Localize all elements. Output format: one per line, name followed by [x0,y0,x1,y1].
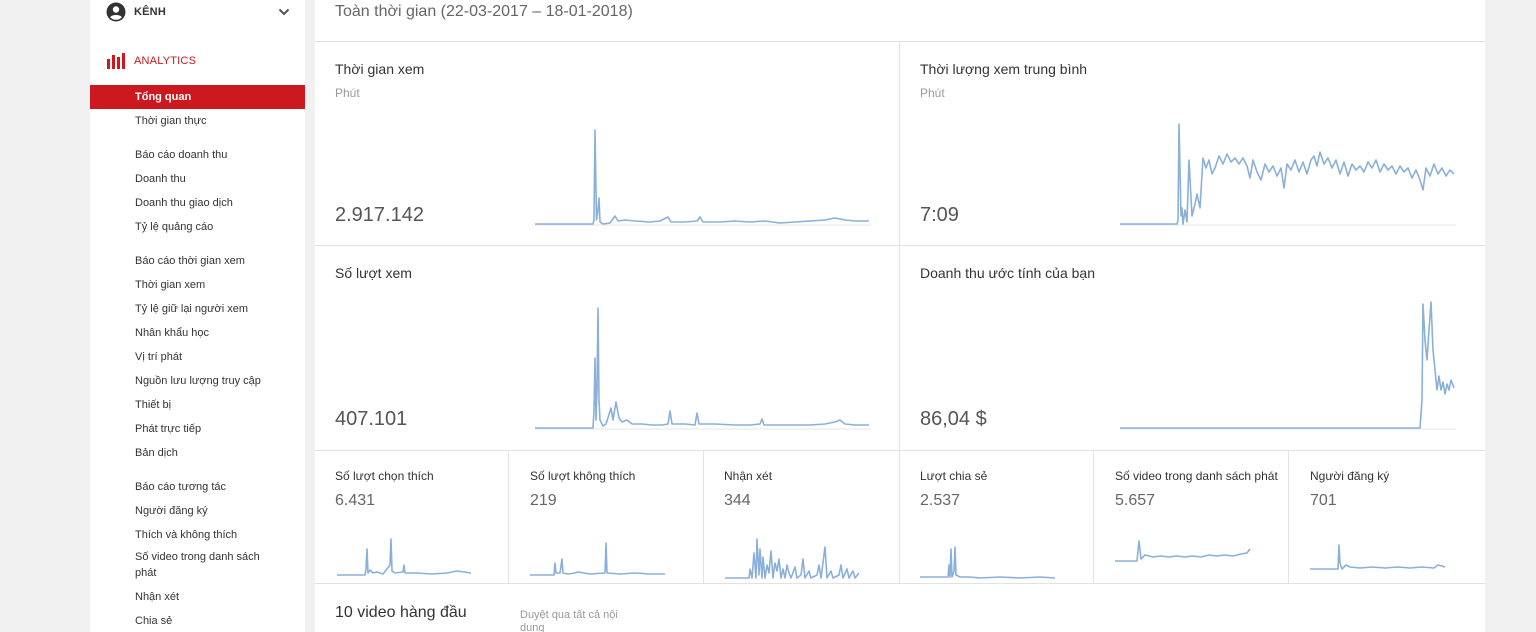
card-title: Thời gian xem [335,61,425,77]
subscribers-sparkline [1310,544,1446,570]
sidebar-item-ad-rates[interactable]: Tỷ lệ quảng cáo [135,221,214,233]
divider [508,450,509,583]
card-title: Người đăng ký [1310,469,1390,483]
card-title: Lượt chia sẻ [920,469,988,483]
divider [315,41,1485,42]
channel-menu[interactable]: KÊNH [90,0,305,24]
sidebar-item-realtime[interactable]: Thời gian thực [135,115,207,127]
card-value: 86,04 $ [920,408,987,430]
divider [315,583,1485,584]
card-value: 6.431 [335,492,376,509]
channel-label: KÊNH [134,6,166,18]
divider [315,245,1485,246]
shares-sparkline [920,546,1056,579]
sidebar-item-videos-in-playlists[interactable]: Số video trong danh sách phát [135,551,260,579]
card-title: Thời lượng xem trung bình [920,61,1088,77]
divider [703,450,704,583]
sidebar: KÊNH ANALYTICS Tổng quan Thời gian thực … [90,0,305,632]
card-value: 407.101 [335,408,408,430]
sidebar-item-revenue[interactable]: Doanh thu [135,173,186,185]
card-title: Số lượt chọn thích [335,469,434,483]
estimated-revenue-sparkline [1120,301,1456,430]
divider [315,450,1485,451]
card-value: 2.537 [920,492,961,509]
sidebar-item-playback-locations[interactable]: Vị trí phát [135,351,183,363]
top-videos-title: 10 video hàng đầu [335,604,467,621]
sidebar-item-subscribers[interactable]: Người đăng ký [135,505,208,517]
card-title: Số lượt xem [335,265,412,281]
sidebar-item-overview[interactable]: Tổng quan [90,85,305,109]
account-circle-icon [106,2,126,22]
analytics-label: ANALYTICS [134,55,197,67]
sidebar-item-sharing[interactable]: Chia sẻ [135,615,173,627]
sidebar-item-engagement-reports[interactable]: Báo cáo tương tác [135,481,227,493]
analytics-menu[interactable]: ANALYTICS [90,49,305,73]
card-value: 219 [530,492,557,509]
date-range-title: Toàn thời gian (22-03-2017 – 18-01-2018) [335,3,633,20]
sidebar-item-demographics[interactable]: Nhân khẩu học [135,327,209,339]
dislikes-sparkline [530,542,665,576]
browse-all-content-link[interactable]: Duyệt qua tất cả nội dung [520,609,618,632]
comments-sparkline [725,538,860,579]
sidebar-item-live-streaming[interactable]: Phát trực tiếp [135,423,202,435]
card-title: Doanh thu ước tính của bạn [920,265,1095,281]
main-content: Toàn thời gian (22-03-2017 – 18-01-2018)… [315,0,1485,632]
sidebar-item-likes-dislikes[interactable]: Thích và không thích [135,529,238,541]
sidebar-item-transaction-revenue[interactable]: Doanh thu giao dịch [135,197,233,209]
views-sparkline [535,307,871,430]
card-unit: Phút [335,86,360,100]
sidebar-item-audience-retention[interactable]: Tỷ lệ giữ lại người xem [135,303,249,315]
card-title: Số video trong danh sách phát [1115,469,1278,483]
likes-sparkline [337,538,472,576]
card-title: Số lượt không thích [530,469,636,483]
card-value: 344 [724,492,751,509]
divider [1288,450,1289,583]
sidebar-item-devices[interactable]: Thiết bị [135,399,172,411]
sidebar-item-watch-time-reports[interactable]: Báo cáo thời gian xem [135,255,245,267]
chevron-down-icon[interactable] [277,5,291,19]
avg-view-duration-sparkline [1120,123,1456,226]
card-unit: Phút [920,86,945,100]
card-value: 701 [1310,492,1337,509]
sidebar-item-revenue-reports[interactable]: Báo cáo doanh thu [135,149,228,161]
card-value: 2.917.142 [335,204,424,226]
sidebar-item-traffic-sources[interactable]: Nguồn lưu lượng truy cập [135,375,261,387]
divider [1093,450,1094,583]
card-title: Nhận xét [724,469,773,483]
divider [899,41,900,583]
card-value: 7:09 [920,204,959,226]
sidebar-item-translations[interactable]: Bản dịch [135,447,178,459]
card-value: 5.657 [1115,492,1156,509]
bar-chart-icon [106,51,126,71]
videos-in-playlists-sparkline [1115,540,1251,562]
watch-time-sparkline [535,129,871,226]
sidebar-item-watch-time[interactable]: Thời gian xem [135,279,206,291]
sidebar-item-comments[interactable]: Nhận xét [135,591,180,603]
